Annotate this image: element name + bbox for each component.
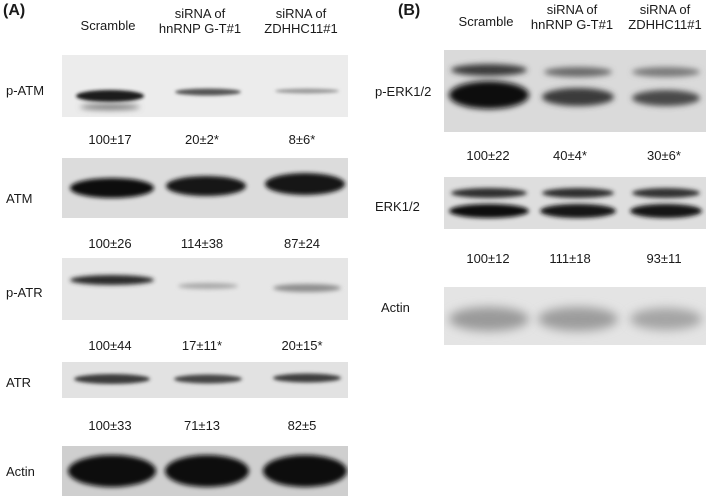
- band-erk-hnrnp-upper: [542, 188, 614, 198]
- band-atr-hnrnp: [174, 374, 242, 384]
- band-actin-b-zdhhc11: [630, 308, 702, 330]
- band-erk-zdhhc11-upper: [632, 188, 700, 198]
- band-p-atr-scramble: [70, 275, 154, 285]
- label-atr: ATR: [6, 375, 32, 390]
- panel-b-col-scramble: Scramble: [458, 14, 514, 29]
- blot-atr: [62, 362, 348, 398]
- quant-atm-scramble: 100±26: [88, 236, 132, 251]
- quant-p-atr-hnrnp: 17±11*: [181, 338, 223, 353]
- band-atm-zdhhc11: [265, 173, 345, 195]
- blot-p-atm: [62, 55, 348, 117]
- band-actin-b-scramble: [449, 307, 529, 331]
- band-atr-zdhhc11: [273, 373, 341, 383]
- band-p-erk-scramble: [449, 81, 529, 109]
- label-atm: ATM: [6, 191, 33, 206]
- quant-p-atm-scramble: 100±17: [88, 132, 132, 147]
- quant-erk-scramble: 100±12: [466, 251, 510, 266]
- label-p-atr: p-ATR: [6, 285, 43, 300]
- band-p-erk-hnrnp-upper: [544, 67, 612, 77]
- band-atr-scramble: [74, 374, 150, 384]
- panel-b-col-zdhhc11: siRNA of ZDHHC11#1: [628, 2, 702, 32]
- band-p-atm-hnrnp: [175, 88, 241, 96]
- quant-p-atr-scramble: 100±44: [88, 338, 132, 353]
- band-actin-a-hnrnp: [165, 455, 249, 487]
- blot-actin-a: [62, 446, 348, 496]
- panel-a-col-hnrnp: siRNA of hnRNP G-T#1: [158, 6, 242, 36]
- band-actin-b-hnrnp: [538, 307, 618, 331]
- quant-atr-zdhhc11: 82±5: [287, 418, 317, 433]
- label-p-atm: p-ATM: [6, 83, 45, 98]
- blot-p-atr: [62, 258, 348, 320]
- panel-a-col-zdhhc11: siRNA of ZDHHC11#1: [264, 6, 338, 36]
- label-actin-a: Actin: [6, 464, 35, 479]
- quant-atr-hnrnp: 71±13: [183, 418, 221, 433]
- quant-atr-scramble: 100±33: [88, 418, 132, 433]
- quant-erk-hnrnp: 111±18: [549, 251, 591, 266]
- band-erk-hnrnp: [540, 204, 616, 218]
- quant-p-atm-zdhhc11: 8±6*: [288, 132, 316, 147]
- quant-atm-zdhhc11: 87±24: [283, 236, 321, 251]
- band-p-atm-zdhhc11: [275, 88, 339, 94]
- quant-p-atr-zdhhc11: 20±15*: [281, 338, 323, 353]
- band-p-erk-zdhhc11: [632, 90, 700, 106]
- blot-actin-b: [444, 287, 706, 345]
- band-p-atm-scramble-lower: [80, 104, 140, 110]
- band-p-erk-hnrnp: [542, 88, 614, 106]
- band-p-atr-zdhhc11: [273, 284, 341, 292]
- blot-p-erk: [444, 50, 706, 132]
- band-erk-scramble: [449, 204, 529, 218]
- band-p-atm-scramble: [76, 90, 144, 102]
- quant-p-atm-hnrnp: 20±2*: [185, 132, 219, 147]
- band-p-erk-scramble-upper: [451, 64, 527, 76]
- band-erk-zdhhc11: [630, 204, 702, 218]
- panel-b-col-hnrnp: siRNA of hnRNP G-T#1: [530, 2, 614, 32]
- blot-atm: [62, 158, 348, 218]
- quant-p-erk-zdhhc11: 30±6*: [647, 148, 681, 163]
- band-actin-a-scramble: [68, 455, 156, 487]
- label-erk: ERK1/2: [375, 199, 420, 214]
- quant-p-erk-scramble: 100±22: [466, 148, 510, 163]
- band-p-atr-hnrnp: [178, 283, 238, 289]
- band-erk-scramble-upper: [451, 188, 527, 198]
- band-atm-hnrnp: [166, 176, 246, 196]
- quant-atm-hnrnp: 114±38: [180, 236, 224, 251]
- band-actin-a-zdhhc11: [263, 455, 347, 487]
- panel-b-label: (B): [398, 2, 421, 19]
- label-p-erk: p-ERK1/2: [375, 84, 432, 99]
- quant-erk-zdhhc11: 93±11: [646, 251, 682, 266]
- band-atm-scramble: [70, 178, 154, 198]
- panel-a-label: (A): [3, 2, 26, 19]
- band-p-erk-zdhhc11-upper: [632, 67, 700, 77]
- quant-p-erk-hnrnp: 40±4*: [553, 148, 587, 163]
- blot-erk: [444, 177, 706, 229]
- panel-a-col-scramble: Scramble: [80, 18, 136, 33]
- label-actin-b: Actin: [381, 300, 410, 315]
